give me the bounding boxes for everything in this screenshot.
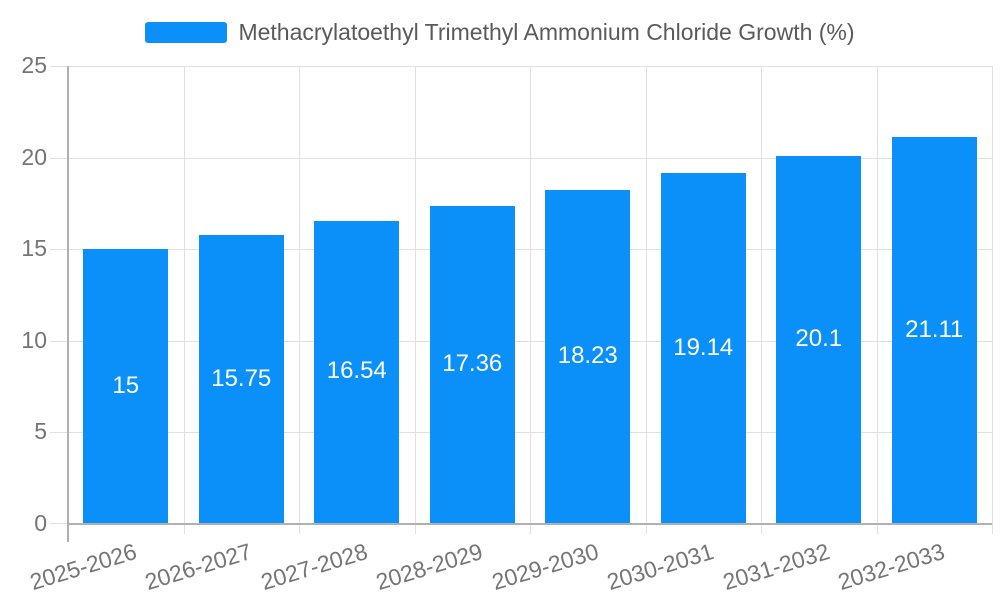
bar-2031-2032[interactable] <box>776 155 862 524</box>
x-gridline <box>761 66 762 534</box>
x-tick-label: 2031-2032 <box>719 538 833 596</box>
x-gridline <box>645 66 647 534</box>
x-tick-label: 2025-2026 <box>26 538 140 596</box>
x-axis-line <box>68 523 992 525</box>
y-axis-tick <box>50 523 68 524</box>
y-gridline <box>50 432 992 434</box>
bar-value-label: 21.11 <box>905 315 964 343</box>
y-gridline <box>50 66 992 67</box>
x-gridline <box>414 66 416 534</box>
bar-value-label: 18.23 <box>557 342 618 369</box>
y-tick-label: 25 <box>21 52 47 78</box>
y-tick-label: 10 <box>21 326 47 353</box>
legend[interactable]: Methacrylatoethyl Trimethyl Ammonium Chl… <box>0 16 1000 48</box>
bar-2025-2026[interactable] <box>83 249 169 524</box>
y-gridline <box>50 157 992 159</box>
x-gridline <box>530 66 531 534</box>
bar-2029-2030[interactable] <box>545 190 631 524</box>
bar-2032-2033[interactable] <box>891 137 977 524</box>
x-gridline <box>876 66 878 534</box>
y-gridline <box>50 249 992 251</box>
x-tick-label: 2030-2031 <box>604 538 717 596</box>
x-gridline <box>183 66 185 534</box>
bar-2028-2029[interactable] <box>429 205 515 524</box>
bar-2027-2028[interactable] <box>314 220 400 524</box>
x-gridline <box>992 66 993 534</box>
bar-value-label: 19.14 <box>673 333 734 361</box>
bar-value-label: 16.54 <box>326 357 387 385</box>
bar-value-label: 15.75 <box>211 364 272 392</box>
bar-value-label: 15 <box>112 371 140 399</box>
bar-2030-2031[interactable] <box>660 173 746 524</box>
y-axis-line <box>67 66 69 542</box>
y-tick-label: 0 <box>34 510 47 536</box>
x-gridline <box>299 66 300 534</box>
x-tick-label: 2032-2033 <box>835 538 948 596</box>
x-tick-label: 2028-2029 <box>373 538 486 596</box>
y-tick-label: 5 <box>34 418 47 445</box>
legend-swatch <box>145 21 228 43</box>
x-tick-label: 2029-2030 <box>488 538 602 596</box>
y-tick-label: 15 <box>21 235 47 262</box>
y-gridline <box>50 340 992 342</box>
y-tick-label: 20 <box>21 143 47 170</box>
bar-value-label: 20.1 <box>795 324 843 352</box>
legend-label: Methacrylatoethyl Trimethyl Ammonium Chl… <box>238 18 855 45</box>
x-tick-label: 2026-2027 <box>142 538 255 596</box>
x-tick-label: 2027-2028 <box>257 538 371 596</box>
bar-value-label: 17.36 <box>442 349 503 377</box>
bar-2026-2027[interactable] <box>198 235 284 524</box>
